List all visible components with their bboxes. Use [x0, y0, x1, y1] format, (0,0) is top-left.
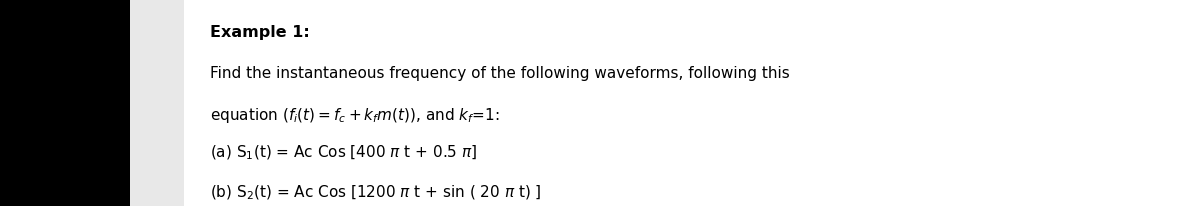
Text: (a) S$_1$(t) = Ac Cos [400 $\pi$ t + 0.5 $\pi$]: (a) S$_1$(t) = Ac Cos [400 $\pi$ t + 0.5…	[210, 143, 478, 162]
Text: equation ($f_i(t) = f_c + k_f m(t)$), and $k_f$=1:: equation ($f_i(t) = f_c + k_f m(t)$), an…	[210, 106, 499, 125]
FancyBboxPatch shape	[130, 0, 184, 206]
FancyBboxPatch shape	[184, 0, 1200, 206]
Text: (b) S$_2$(t) = Ac Cos [1200 $\pi$ t + sin ( 20 $\pi$ t) ]: (b) S$_2$(t) = Ac Cos [1200 $\pi$ t + si…	[210, 183, 541, 201]
Text: Example 1:: Example 1:	[210, 25, 310, 39]
Text: Find the instantaneous frequency of the following waveforms, following this: Find the instantaneous frequency of the …	[210, 66, 790, 81]
